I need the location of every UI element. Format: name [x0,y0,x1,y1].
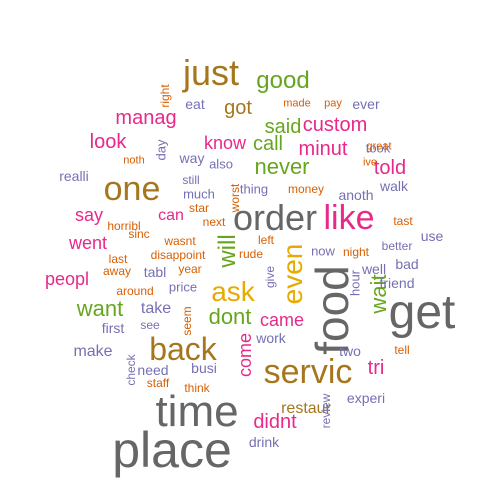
cloud-word-made: made [283,97,311,110]
cloud-word-call: call [252,133,284,155]
cloud-word-away: away [102,264,132,278]
cloud-word-need: need [137,362,169,378]
cloud-word-can: can [158,207,184,224]
cloud-word-order: order [232,197,318,238]
cloud-word-better: better [381,239,413,253]
cloud-word-custom: custom [302,114,368,136]
cloud-word-sinc: sinc [128,227,150,241]
cloud-word-took: took [365,140,391,156]
cloud-word-rude: rude [238,247,264,261]
cloud-word-friend: friend [379,275,415,291]
cloud-word-servic: servic [263,353,353,391]
cloud-word-came: came [259,310,305,330]
cloud-word-now: now [311,243,335,259]
cloud-word-wasnt: wasnt [164,234,196,248]
cloud-word-realli: realli [59,168,89,184]
cloud-word-ive: ive [362,156,378,169]
cloud-word-use: use [420,228,444,244]
cloud-word-experi: experi [346,390,386,406]
cloud-word-walk: walk [379,178,409,194]
cloud-word-price: price [168,279,198,295]
cloud-word-worst: worst [228,183,242,213]
cloud-word-last: last [108,252,128,266]
cloud-word-much: much [183,186,215,202]
cloud-word-left: left [257,233,275,247]
cloud-word-didnt: didnt [253,411,297,433]
cloud-word-never: never [254,154,310,179]
cloud-word-seem: seem [180,306,194,336]
cloud-word-year: year [178,262,202,276]
cloud-word-say: say [74,205,104,225]
cloud-word-check: check [124,354,138,386]
cloud-word-disappoint: disappoint [150,248,206,262]
cloud-word-right: right [158,84,172,108]
cloud-word-know: know [203,133,247,153]
cloud-word-manag: manag [115,107,177,129]
cloud-word-get: get [388,286,456,339]
cloud-word-just: just [182,52,240,93]
cloud-word-want: want [76,296,124,321]
cloud-word-well: well [361,261,387,277]
cloud-word-also: also [209,156,233,172]
cloud-word-bad: bad [395,256,419,272]
cloud-word-back: back [149,331,217,367]
cloud-word-give: give [263,265,277,289]
cloud-word-will: will [214,234,241,268]
cloud-word-around: around [116,284,154,298]
cloud-word-see: see [140,318,160,332]
cloud-word-come: come [235,332,255,378]
cloud-word-tast: tast [393,214,413,228]
cloud-word-even: even [277,243,308,305]
cloud-word-thing: thing [239,181,269,197]
cloud-word-pay: pay [324,97,342,110]
cloud-word-staff: staff [146,376,170,390]
cloud-word-drink: drink [248,434,280,450]
cloud-word-place: place [112,422,232,478]
cloud-word-take: take [140,300,172,317]
cloud-word-like: like [323,199,375,237]
cloud-word-money: money [287,182,325,196]
cloud-word-one: one [103,170,161,208]
cloud-word-make: make [73,343,113,360]
cloud-word-time: time [155,387,239,436]
cloud-word-next: next [202,215,226,229]
cloud-word-good: good [256,67,310,94]
cloud-word-eat: eat [185,96,205,112]
cloud-word-anoth: anoth [338,187,374,203]
cloud-word-two: two [339,343,361,359]
cloud-word-ask: ask [211,276,255,307]
cloud-word-still: still [182,173,200,187]
cloud-word-work: work [256,330,286,346]
cloud-word-tabl: tabl [143,264,167,280]
cloud-word-dont: dont [208,304,252,329]
cloud-word-told: told [373,157,407,179]
cloud-word-got: got [224,97,252,119]
cloud-word-busi: busi [191,360,217,376]
cloud-word-first: first [101,320,125,336]
cloud-word-restaur: restaur [281,400,331,417]
cloud-word-hour: hour [347,269,363,297]
cloud-word-look: look [89,131,127,153]
cloud-word-review: review [319,393,333,429]
cloud-word-went: went [68,233,108,253]
cloud-word-said: said [264,116,302,138]
cloud-word-tri: tri [367,357,385,379]
cloud-word-great: great [366,140,392,153]
cloud-word-way: way [179,150,205,166]
cloud-word-ever: ever [352,96,380,112]
cloud-word-think: think [184,381,210,395]
cloud-word-minut: minut [298,138,348,160]
cloud-word-horribl: horribl [107,219,141,233]
cloud-word-noth: noth [123,154,145,167]
cloud-word-night: night [342,245,370,259]
cloud-word-tell: tell [394,343,410,357]
cloud-word-star: star [188,201,210,215]
cloud-word-day: day [153,139,169,161]
cloud-word-peopl: peopl [44,269,90,289]
